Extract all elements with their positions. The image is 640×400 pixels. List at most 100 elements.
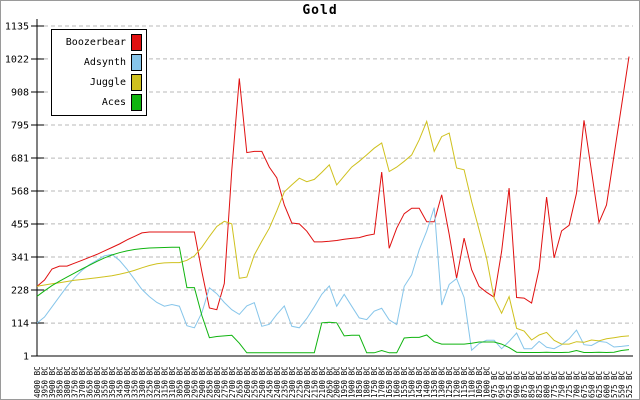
- x-tick-label: 700 BC: [573, 371, 582, 398]
- legend-label-aces: Aces: [101, 97, 126, 108]
- x-tick-label: 2450 BC: [265, 366, 274, 398]
- x-tick-label: 1550 BC: [400, 366, 409, 398]
- x-tick-label: 725 BC: [565, 371, 574, 398]
- x-tick-label: 3550 BC: [100, 366, 109, 398]
- legend-swatch-juggle: [131, 74, 142, 91]
- x-tick-label: 625 BC: [595, 371, 604, 398]
- x-tick-label: 1350 BC: [430, 366, 439, 398]
- x-tick-label: 875 BC: [520, 371, 529, 398]
- legend-swatch-aces: [131, 94, 142, 111]
- y-tick-label: 341: [11, 253, 29, 264]
- x-tick-label: 2000 BC: [333, 366, 342, 398]
- x-tick-label: 2900 BC: [198, 366, 207, 398]
- x-tick-label: 2700 BC: [228, 366, 237, 398]
- x-tick-label: 3100 BC: [168, 366, 177, 398]
- x-tick-label: 3800 BC: [63, 366, 72, 398]
- x-tick-label: 525 BC: [625, 371, 634, 398]
- x-tick-label: 2550 BC: [250, 366, 259, 398]
- x-tick-label: 2350 BC: [280, 366, 289, 398]
- legend-label-juggle: Juggle: [89, 77, 126, 88]
- x-tick-label: 2850 BC: [205, 366, 214, 398]
- x-tick-label: 3300 BC: [138, 366, 147, 398]
- x-tick-label: 1450 BC: [415, 366, 424, 398]
- x-tick-label: 2600 BC: [243, 366, 252, 398]
- x-tick-label: 2400 BC: [273, 366, 282, 398]
- x-tick-label: 3850 BC: [55, 366, 64, 398]
- y-tick-label: 568: [11, 187, 29, 198]
- x-tick-label: 1650 BC: [385, 366, 394, 398]
- x-tick-label: 650 BC: [588, 371, 597, 398]
- x-tick-label: 3900 BC: [48, 366, 57, 398]
- x-tick-label: 1400 BC: [423, 366, 432, 398]
- series-line-adsynth: [36, 207, 630, 352]
- chart-title: Gold: [302, 3, 338, 18]
- x-tick-label: 1100 BC: [468, 366, 477, 398]
- x-tick-label: 3950 BC: [40, 366, 49, 398]
- legend-label-adsynth: Adsynth: [83, 57, 126, 68]
- series-line-aces: [36, 246, 630, 354]
- x-tick-label: 825 BC: [535, 371, 544, 398]
- x-tick-label: 3200 BC: [153, 366, 162, 398]
- x-tick-label: 1000 BC: [483, 366, 492, 398]
- x-tick-label: 950 BC: [498, 371, 507, 398]
- x-tick-label: 575 BC: [610, 371, 619, 398]
- x-tick-label: 1750 BC: [370, 366, 379, 398]
- x-tick-label: 3750 BC: [70, 366, 79, 398]
- x-tick-label: 3050 BC: [175, 366, 184, 398]
- y-tick-label: 1022: [5, 54, 29, 65]
- series-line-boozerbear: [36, 56, 630, 311]
- legend-item-aces: Aces: [54, 93, 142, 112]
- x-tick-label: 2300 BC: [288, 366, 297, 398]
- x-tick-label: 2650 BC: [235, 366, 244, 398]
- x-tick-label: 1600 BC: [393, 366, 402, 398]
- x-tick-label: 3350 BC: [130, 366, 139, 398]
- x-tick-label: 900 BC: [513, 371, 522, 398]
- x-tick-label: 2200 BC: [303, 366, 312, 398]
- x-tick-label: 750 BC: [558, 371, 567, 398]
- x-tick-label: 2250 BC: [295, 366, 304, 398]
- x-tick-label: 1800 BC: [363, 366, 372, 398]
- legend-item-juggle: Juggle: [54, 73, 142, 92]
- x-tick-label: 2500 BC: [258, 366, 267, 398]
- x-tick-label: 4000 BC: [33, 366, 42, 398]
- y-tick-label: 1: [23, 352, 29, 363]
- x-tick-label: 2800 BC: [213, 366, 222, 398]
- x-tick-label: 3600 BC: [93, 366, 102, 398]
- x-tick-label: 3150 BC: [160, 366, 169, 398]
- y-tick-label: 114: [11, 319, 29, 330]
- legend-swatch-adsynth: [131, 54, 142, 71]
- x-tick-label: 975 BC: [490, 371, 499, 398]
- legend-label-boozerbear: Boozerbear: [65, 37, 126, 48]
- y-tick-label: 908: [11, 88, 29, 99]
- x-tick-label: 800 BC: [543, 371, 552, 398]
- x-tick-label: 1250 BC: [445, 366, 454, 398]
- x-tick-label: 2100 BC: [318, 366, 327, 398]
- x-tick-label: 2750 BC: [220, 366, 229, 398]
- x-tick-label: 3400 BC: [123, 366, 132, 398]
- x-tick-label: 775 BC: [550, 371, 559, 398]
- x-tick-label: 2950 BC: [190, 366, 199, 398]
- x-tick-label: 1150 BC: [460, 366, 469, 398]
- y-tick-label: 455: [11, 219, 29, 230]
- x-tick-label: 925 BC: [505, 371, 514, 398]
- legend-item-boozerbear: Boozerbear: [54, 33, 142, 52]
- x-tick-label: 2150 BC: [310, 366, 319, 398]
- x-tick-label: 1950 BC: [340, 366, 349, 398]
- y-tick-label: 681: [11, 154, 29, 165]
- x-tick-label: 1200 BC: [453, 366, 462, 398]
- x-tick-label: 1500 BC: [408, 366, 417, 398]
- legend-item-adsynth: Adsynth: [54, 53, 142, 72]
- x-tick-label: 850 BC: [528, 371, 537, 398]
- x-tick-label: 675 BC: [580, 371, 589, 398]
- series-line-juggle: [36, 119, 630, 345]
- x-tick-label: 550 BC: [618, 371, 627, 398]
- x-tick-label: 2050 BC: [325, 366, 334, 398]
- x-tick-label: 1700 BC: [378, 366, 387, 398]
- x-tick-label: 3650 BC: [85, 366, 94, 398]
- x-tick-label: 3250 BC: [145, 366, 154, 398]
- y-tick-label: 1135: [5, 22, 29, 33]
- x-tick-label: 3000 BC: [183, 366, 192, 398]
- x-tick-label: 600 BC: [603, 371, 612, 398]
